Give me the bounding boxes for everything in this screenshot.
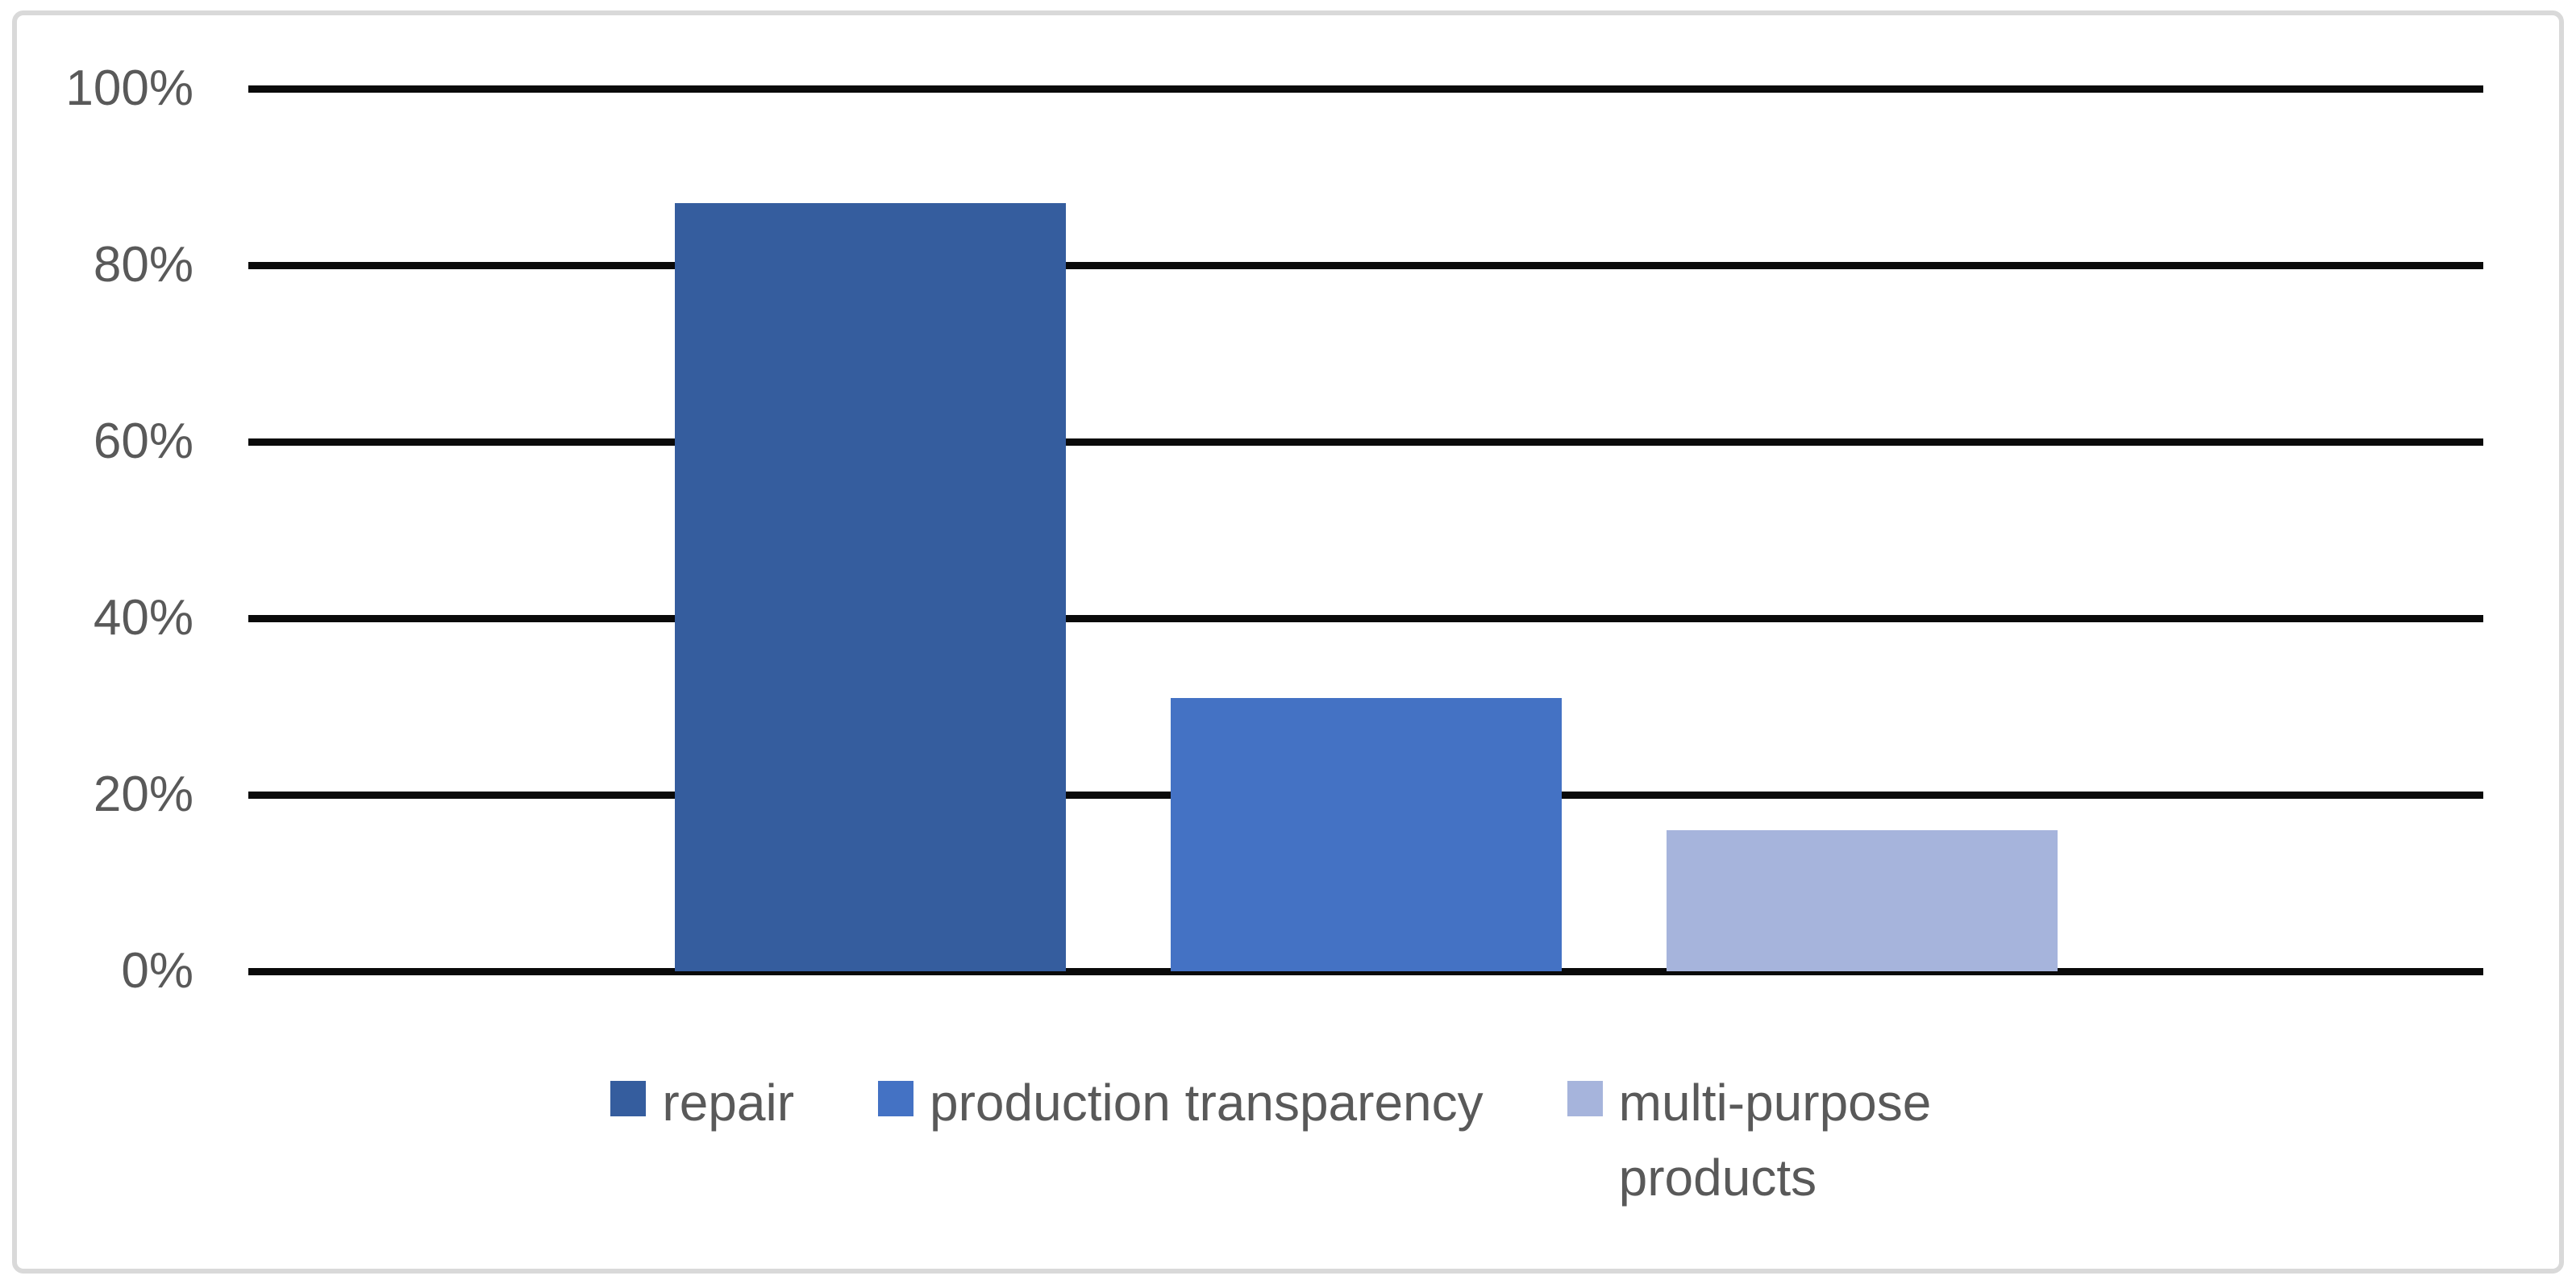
legend-item-multi-purpose-products: multi-purpose products <box>1567 1066 1966 1215</box>
plot-area <box>248 85 2483 975</box>
y-tick-label-0: 0% <box>121 943 194 999</box>
gridline-40pct <box>248 614 2483 622</box>
legend: repair production transparency multi-purpo… <box>0 1066 2576 1215</box>
gridline-80pct <box>248 261 2483 269</box>
legend-swatch-icon <box>878 1081 913 1116</box>
y-tick-label-20: 20% <box>93 767 194 822</box>
y-tick-label-40: 40% <box>93 590 194 646</box>
chart-frame <box>12 10 2564 1274</box>
legend-label: multi-purpose products <box>1618 1074 1932 1207</box>
legend-swatch-icon <box>1567 1081 1603 1116</box>
bar-repair <box>674 203 1066 971</box>
y-tick-label-80: 80% <box>93 237 194 293</box>
bar-multi-purpose-products <box>1666 829 2058 971</box>
gridline-0pct <box>248 967 2483 975</box>
legend-item-production-transparency: production transparency <box>878 1066 1484 1141</box>
legend-item-repair: repair <box>610 1066 794 1141</box>
gridline-60pct <box>248 438 2483 446</box>
y-tick-label-60: 60% <box>93 413 194 469</box>
legend-label: repair <box>662 1074 794 1132</box>
bar-production-transparency <box>1170 697 1562 971</box>
legend-swatch-icon <box>610 1081 647 1116</box>
gridline-100pct <box>248 85 2483 93</box>
legend-label: production transparency <box>930 1074 1484 1132</box>
y-tick-label-100: 100% <box>65 60 194 116</box>
